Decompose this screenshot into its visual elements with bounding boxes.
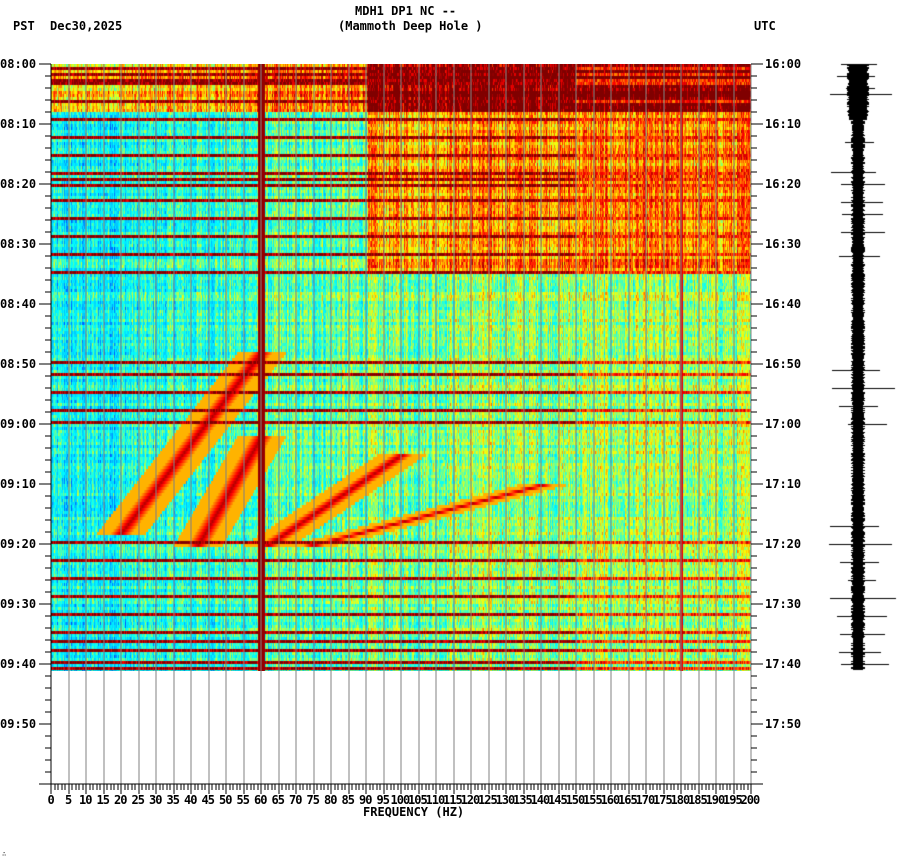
x-axis-title: FREQUENCY (HZ) — [363, 805, 465, 819]
x-tick-label: 125 — [478, 793, 498, 807]
x-tick-label: 75 — [306, 793, 320, 807]
x-tick-label: 165 — [618, 793, 638, 807]
y-tick-label-pst: 09:40 — [0, 657, 37, 671]
x-tick-label: 15 — [96, 793, 110, 807]
y-tick-label-pst: 08:00 — [0, 57, 37, 71]
x-tick-label: 20 — [114, 793, 127, 807]
y-tick-label-pst: 09:30 — [0, 597, 37, 611]
x-tick-label: 95 — [376, 793, 390, 807]
x-tick-label: 85 — [341, 793, 355, 807]
x-tick-label: 105 — [408, 793, 428, 807]
seismogram-trace — [815, 60, 902, 672]
y-tick-label-utc: 16:10 — [765, 117, 802, 131]
y-tick-label-utc: 17:00 — [765, 417, 802, 431]
right-timezone-label: UTC — [754, 19, 776, 33]
x-tick-label: 45 — [201, 793, 215, 807]
x-tick-label: 190 — [705, 793, 726, 807]
left-timezone-label: PST — [13, 19, 35, 33]
y-tick-label-utc: 17:30 — [765, 597, 802, 611]
x-tick-label: 185 — [688, 793, 708, 807]
y-tick-label-utc: 17:20 — [765, 537, 802, 551]
x-tick-label: 50 — [219, 793, 232, 807]
x-tick-label: 180 — [670, 793, 691, 807]
y-tick-label-pst: 09:50 — [0, 717, 37, 731]
x-tick-label: 110 — [425, 793, 446, 807]
x-tick-label: 80 — [324, 793, 337, 807]
y-tick-label-pst: 08:30 — [0, 237, 37, 251]
x-tick-label: 25 — [131, 793, 145, 807]
x-tick-label: 150 — [565, 793, 586, 807]
x-tick-label: 140 — [530, 793, 551, 807]
x-tick-label: 100 — [390, 793, 411, 807]
y-tick-label-pst: 08:10 — [0, 117, 37, 131]
y-tick-label-utc: 17:50 — [765, 717, 802, 731]
x-tick-label: 70 — [289, 793, 302, 807]
y-tick-label-utc: 17:40 — [765, 657, 802, 671]
x-tick-label: 30 — [149, 793, 162, 807]
corner-mark: ∴ — [2, 850, 7, 858]
x-tick-label: 115 — [443, 793, 463, 807]
x-tick-label: 130 — [495, 793, 516, 807]
x-tick-label: 10 — [79, 793, 92, 807]
y-tick-label-utc: 16:50 — [765, 357, 802, 371]
y-tick-label-utc: 17:10 — [765, 477, 802, 491]
x-tick-label: 90 — [359, 793, 372, 807]
x-tick-label: 40 — [184, 793, 197, 807]
x-tick-label: 35 — [166, 793, 180, 807]
y-tick-label-utc: 16:40 — [765, 297, 802, 311]
y-tick-label-pst: 08:20 — [0, 177, 37, 191]
x-tick-label: 120 — [460, 793, 481, 807]
y-tick-label-utc: 16:30 — [765, 237, 802, 251]
x-tick-label: 200 — [740, 793, 761, 807]
x-tick-label: 135 — [513, 793, 533, 807]
y-tick-label-utc: 16:00 — [765, 57, 802, 71]
y-tick-label-pst: 09:10 — [0, 477, 37, 491]
x-tick-label: 65 — [271, 793, 285, 807]
x-tick-label: 155 — [583, 793, 603, 807]
x-tick-label: 0 — [47, 793, 55, 807]
y-tick-label-pst: 08:50 — [0, 357, 37, 371]
y-tick-label-pst: 09:00 — [0, 417, 37, 431]
station-location: (Mammoth Deep Hole ) — [338, 19, 483, 33]
x-tick-label: 160 — [600, 793, 621, 807]
x-tick-label: 145 — [548, 793, 568, 807]
y-tick-label-pst: 08:40 — [0, 297, 37, 311]
x-tick-label: 55 — [236, 793, 250, 807]
y-tick-label-utc: 16:20 — [765, 177, 802, 191]
y-tick-label-pst: 09:20 — [0, 537, 37, 551]
station-title: MDH1 DP1 NC -- — [355, 4, 457, 18]
x-tick-label: 175 — [653, 793, 673, 807]
date-label: Dec30,2025 — [50, 19, 123, 33]
x-tick-label: 5 — [65, 793, 72, 807]
x-tick-label: 170 — [635, 793, 656, 807]
x-tick-label: 60 — [254, 793, 267, 807]
x-tick-label: 195 — [723, 793, 743, 807]
